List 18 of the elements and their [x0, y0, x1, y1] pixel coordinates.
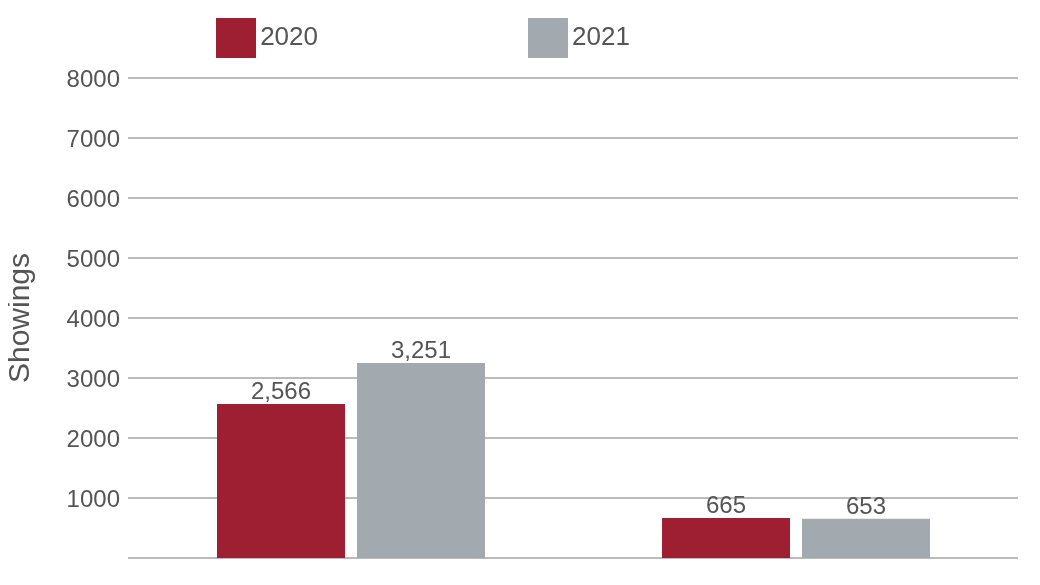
data-label: 653: [845, 491, 887, 519]
data-label: 2,566: [250, 377, 312, 405]
y-tick-label: 5000: [66, 244, 120, 272]
bar: [802, 518, 930, 558]
bar: [217, 404, 345, 558]
data-label: 3,251: [390, 335, 452, 363]
data-label: 665: [705, 491, 747, 519]
y-tick-label: 6000: [66, 184, 120, 212]
bar: [662, 518, 790, 558]
y-tick-label: 4000: [66, 304, 120, 332]
y-tick-label: 3000: [66, 364, 120, 392]
legend-label: 2020: [260, 20, 318, 51]
bar: [357, 362, 485, 558]
y-tick-label: 8000: [66, 64, 120, 92]
y-tick-label: 2000: [66, 424, 120, 452]
y-tick-label: 7000: [66, 124, 120, 152]
y-tick-label: 1000: [66, 484, 120, 512]
legend-label: 2021: [572, 20, 630, 51]
